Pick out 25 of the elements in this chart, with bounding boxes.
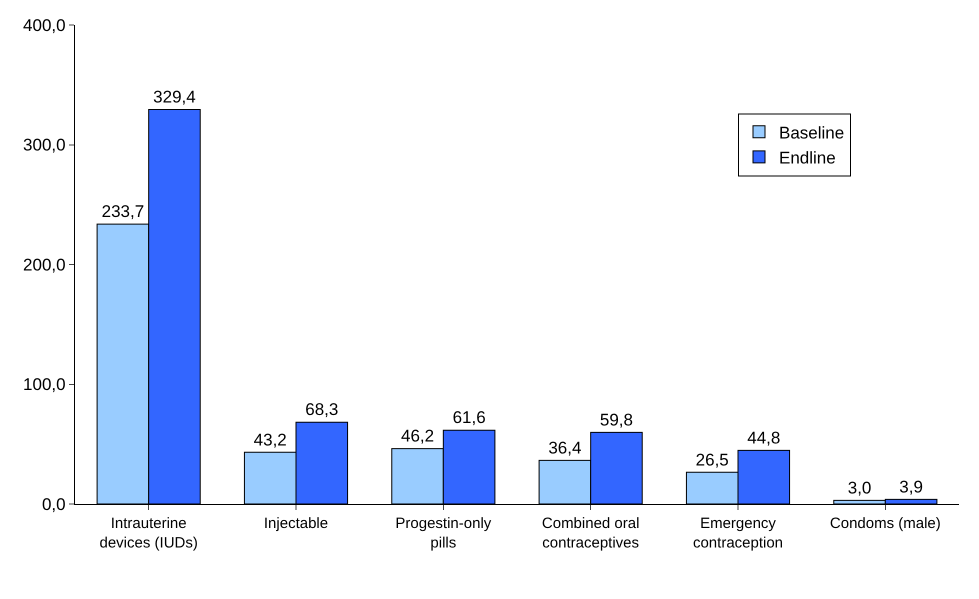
data-label: 46,2: [401, 426, 434, 446]
y-tick-label: 0,0: [42, 494, 66, 514]
data-label: 43,2: [254, 430, 287, 450]
legend-label: Baseline: [779, 123, 844, 142]
data-label: 61,6: [452, 408, 486, 428]
x-tick-label: Combined oral contraceptives: [542, 515, 640, 552]
data-label: 44,8: [747, 428, 780, 448]
y-tick-label: 300,0: [23, 136, 66, 155]
legend-label: Endline: [779, 148, 836, 168]
data-label: 3,0: [848, 478, 872, 498]
data-label: 233,7: [102, 202, 144, 222]
data-label: 59,8: [600, 410, 633, 430]
x-tick-label: Condoms (male): [830, 515, 941, 532]
data-label: 3,9: [899, 477, 923, 496]
x-tick-label: Progestin-only pills: [395, 515, 492, 552]
data-label: 36,4: [548, 438, 582, 458]
data-label: 26,5: [696, 450, 729, 470]
x-tick-label: Emergency contraception: [692, 515, 784, 552]
y-tick-label: 200,0: [23, 255, 66, 274]
data-label: 68,3: [305, 400, 338, 420]
x-tick-label: Intrauterine devices (IUDs): [99, 515, 198, 552]
data-label: 329,4: [153, 88, 196, 107]
y-tick-label: 400,0: [23, 16, 66, 35]
y-tick-label: 100,0: [23, 375, 66, 394]
x-tick-label: Injectable: [264, 515, 328, 532]
